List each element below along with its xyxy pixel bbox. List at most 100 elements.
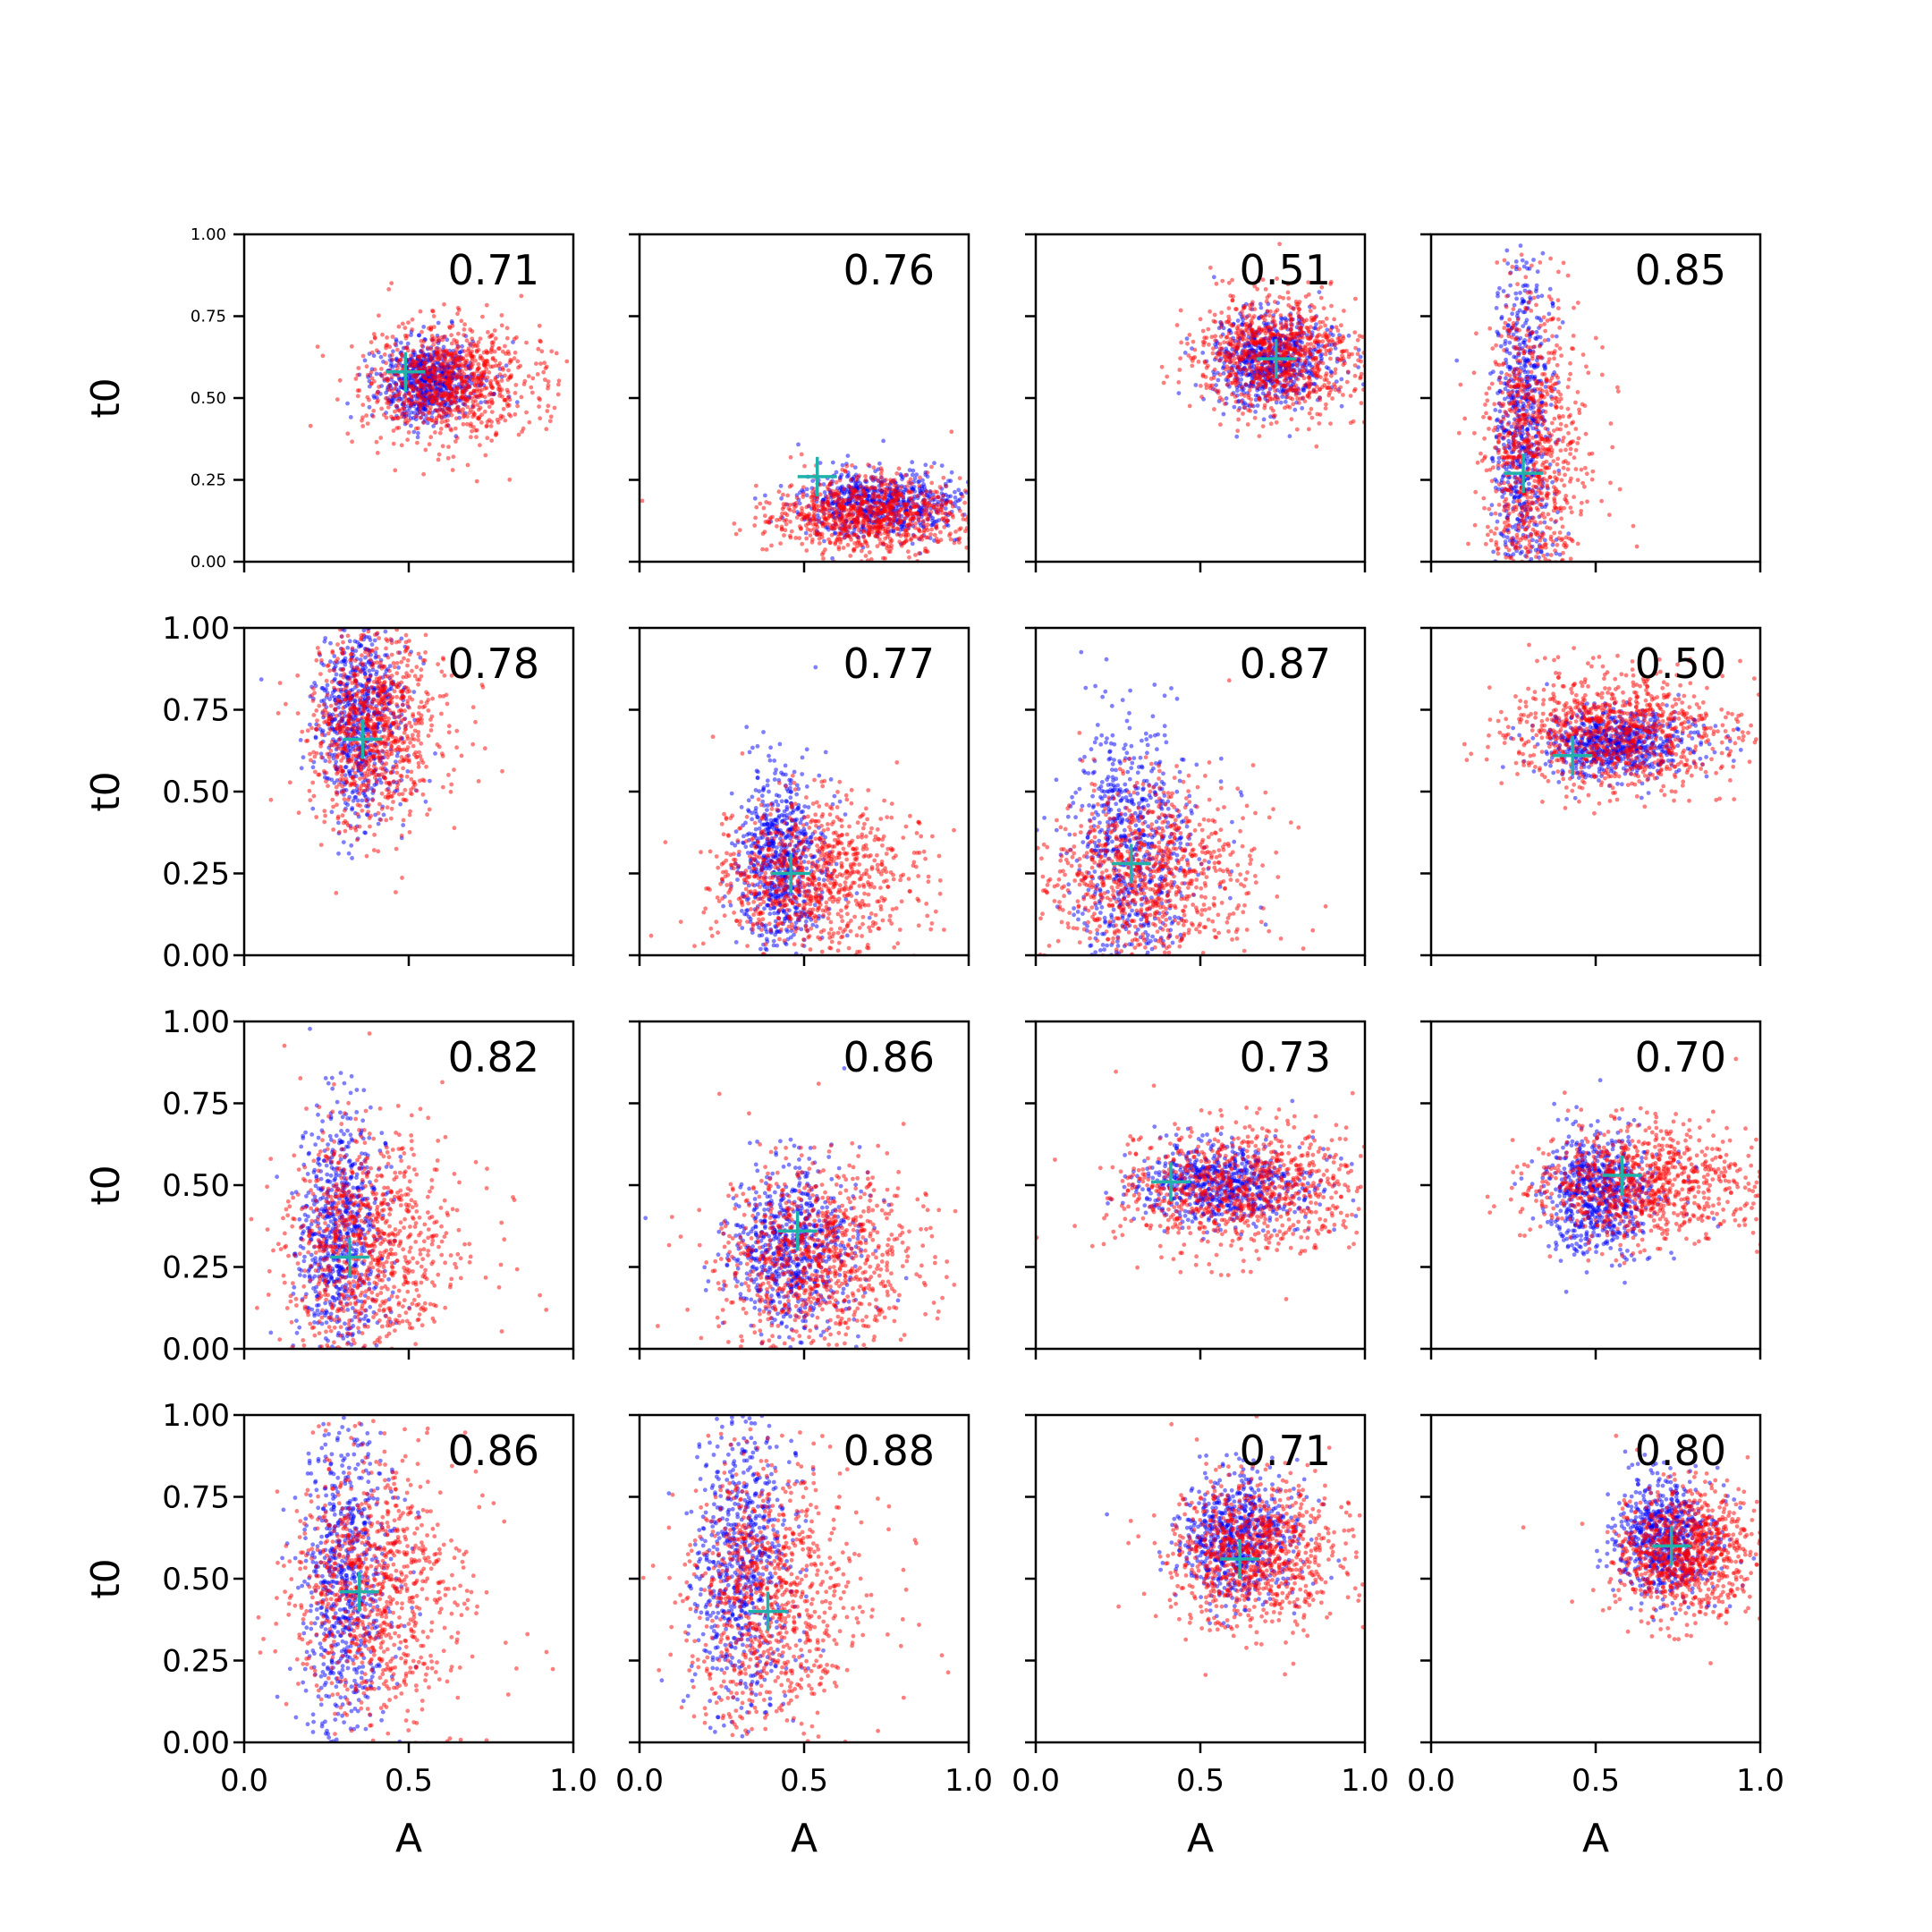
red-point: [460, 390, 465, 394]
blue-point: [999, 479, 1004, 483]
red-point: [1263, 336, 1268, 342]
blue-point: [953, 495, 958, 500]
red-point: [860, 502, 865, 507]
red-point: [838, 531, 843, 537]
red-point: [809, 494, 815, 499]
red-point: [1344, 379, 1350, 385]
red-point: [1248, 306, 1253, 311]
red-point: [384, 415, 389, 420]
red-point: [376, 389, 381, 394]
red-point: [420, 411, 426, 416]
red-point: [1318, 395, 1322, 400]
red-point: [838, 540, 843, 545]
red-point: [1247, 388, 1252, 393]
red-point: [473, 358, 478, 363]
red-point: [537, 323, 542, 328]
red-point: [434, 350, 439, 355]
red-point: [456, 331, 461, 336]
red-point: [863, 474, 868, 479]
blue-point: [982, 504, 987, 509]
red-point: [1208, 386, 1213, 391]
red-point: [453, 426, 458, 431]
red-point: [1345, 369, 1351, 374]
red-point: [800, 541, 805, 547]
red-point: [1233, 394, 1238, 399]
red-point: [885, 489, 890, 495]
y-tick-label: 0.75: [191, 308, 226, 326]
red-point: [489, 410, 495, 414]
blue-point: [1258, 301, 1263, 307]
red-point: [399, 443, 404, 448]
red-point: [1228, 336, 1233, 342]
red-point: [893, 491, 897, 496]
red-point: [913, 502, 919, 507]
red-point: [826, 487, 831, 492]
blue-point: [1184, 336, 1190, 341]
red-point: [449, 333, 453, 338]
red-point: [1250, 379, 1256, 385]
red-point: [1316, 326, 1321, 332]
red-point: [418, 358, 422, 363]
red-point: [794, 515, 800, 520]
red-point: [1247, 302, 1252, 308]
red-point: [935, 539, 940, 545]
red-point: [538, 361, 543, 366]
red-point: [504, 335, 510, 341]
red-point: [1378, 360, 1383, 365]
red-point: [1305, 342, 1310, 347]
red-point: [1208, 377, 1214, 381]
red-point: [1228, 373, 1233, 377]
red-point: [733, 531, 739, 537]
blue-point: [1200, 351, 1206, 355]
red-point: [1228, 360, 1233, 365]
red-point: [833, 499, 837, 504]
red-point: [1299, 352, 1303, 358]
red-point: [797, 536, 802, 540]
blue-point: [970, 504, 974, 508]
red-point: [429, 399, 435, 404]
blue-point: [921, 482, 926, 487]
red-point: [1255, 386, 1259, 390]
red-point: [466, 396, 471, 402]
red-point: [1298, 358, 1303, 363]
red-point: [941, 475, 946, 480]
red-point: [1291, 402, 1296, 407]
red-point: [737, 528, 742, 532]
red-point: [805, 527, 810, 532]
red-point: [821, 556, 826, 561]
red-point: [556, 382, 561, 387]
red-point: [382, 352, 387, 357]
red-point: [1301, 320, 1305, 325]
red-point: [915, 512, 920, 516]
red-point: [776, 489, 782, 495]
red-point: [858, 496, 863, 502]
red-point: [925, 470, 930, 475]
red-point: [1248, 351, 1252, 356]
red-point: [889, 498, 894, 504]
red-point: [852, 541, 857, 546]
blue-point: [818, 461, 823, 465]
red-point: [427, 386, 432, 391]
blue-point: [821, 482, 826, 487]
red-point: [378, 436, 384, 440]
red-point: [842, 523, 847, 529]
red-point: [1266, 360, 1271, 364]
red-point: [1313, 358, 1318, 362]
red-point: [851, 513, 855, 518]
red-point: [1200, 328, 1206, 334]
red-point: [390, 335, 395, 339]
red-point: [418, 397, 422, 402]
red-point: [1236, 354, 1241, 360]
red-point: [947, 533, 952, 538]
red-point: [526, 374, 531, 378]
red-point: [494, 430, 499, 436]
red-point: [1289, 318, 1293, 323]
red-point: [1213, 338, 1217, 343]
red-point: [1224, 382, 1230, 387]
red-point: [894, 484, 899, 488]
red-point: [854, 516, 860, 521]
blue-point: [838, 475, 843, 479]
blue-point: [1339, 377, 1344, 382]
red-point: [434, 339, 439, 344]
red-point: [971, 506, 976, 511]
